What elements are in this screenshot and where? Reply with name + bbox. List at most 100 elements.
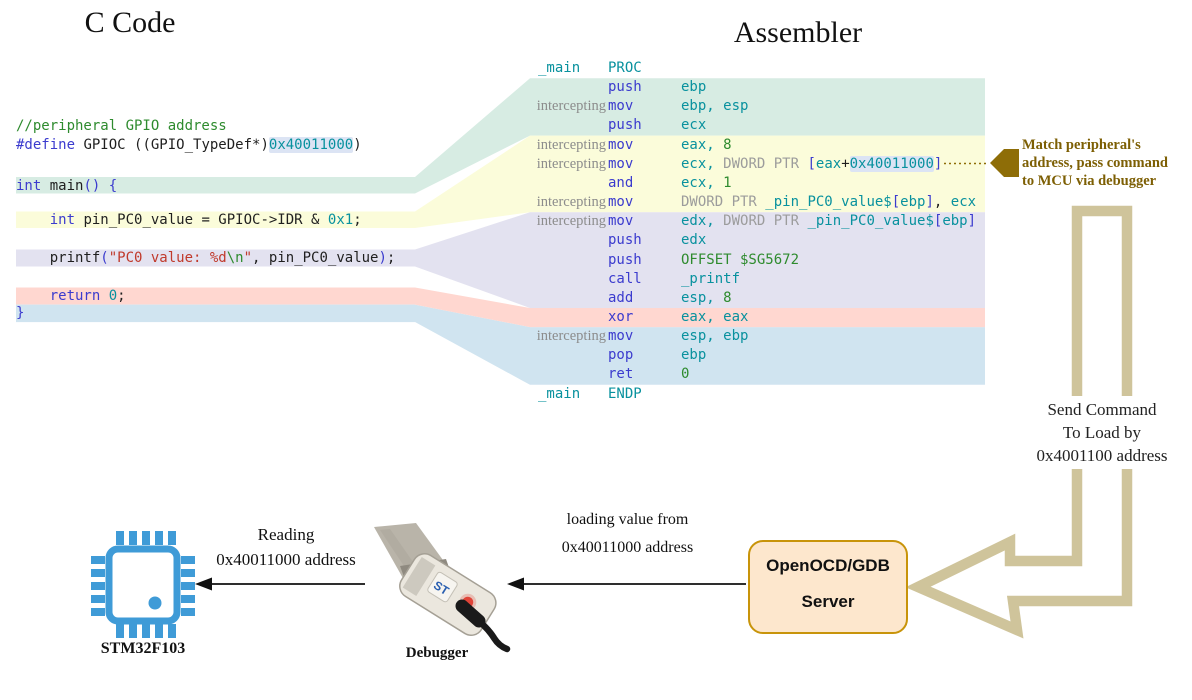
code-token: ( <box>100 249 109 266</box>
code-token: ; <box>117 287 126 304</box>
asm-operands: ebp <box>681 346 706 365</box>
asm-operands: ecx, DWORD PTR [eax+0x40011000] <box>681 155 942 174</box>
code-token: "PC0 value: %d <box>108 249 227 266</box>
asm-code-line: push edx <box>0 231 1192 250</box>
send-command-line: 0x4001100 address <box>1036 446 1168 465</box>
stlink-debugger-image: ST <box>374 523 511 653</box>
intercepting-label: intercepting <box>536 213 606 230</box>
c-code-line: #define GPIOC ((GPIO_TypeDef*)0x40011000… <box>16 137 362 154</box>
code-token: 1 <box>723 174 732 191</box>
c-code-line: printf("PC0 value: %d\n", pin_PC0_value)… <box>16 249 396 267</box>
code-token: eax, eax <box>681 308 749 325</box>
asm-symbol-label: _main <box>538 385 581 402</box>
c-code-line: int main() { <box>16 178 117 195</box>
asm-code-line: push ecx <box>0 116 1192 135</box>
asm-operands: 0 <box>681 365 689 384</box>
code-token: ebp <box>681 347 707 364</box>
asm-mnemonic: xor <box>608 308 634 325</box>
code-token: ecx, <box>681 155 724 172</box>
server-box-line: Server <box>801 592 855 611</box>
code-token: edx <box>681 232 707 249</box>
send-command-annotation: Send Command To Load by 0x4001100 addres… <box>1018 396 1186 469</box>
code-token: pin_PC0_value = GPIOC->IDR & <box>75 211 328 228</box>
code-token: OFFSET $SG5672 <box>681 251 800 268</box>
asm-mnemonic: mov <box>608 136 634 153</box>
code-token: //peripheral GPIO address <box>16 118 227 134</box>
code-token: 8 <box>723 289 732 306</box>
c-code-line: return 0; <box>16 288 126 305</box>
asm-mnemonic: ENDP <box>608 385 642 402</box>
asm-mnemonic: push <box>608 232 642 249</box>
code-token: ; <box>353 211 362 228</box>
asm-code-line: push ebp <box>0 78 1192 97</box>
asm-mnemonic: call <box>608 270 642 287</box>
asm-code-line: intercepting mov DWORD PTR _pin_PC0_value$… <box>0 193 1192 212</box>
asm-operands: ecx, 1 <box>681 174 732 193</box>
asm-mnemonic: mov <box>608 328 634 345</box>
code-token: ecx <box>950 194 977 211</box>
asm-mnemonic: ret <box>608 366 634 383</box>
code-token: , <box>933 194 951 211</box>
asm-code-line: intercepting mov eax, 8 <box>0 136 1192 155</box>
code-token: [ <box>891 194 901 211</box>
asm-mnemonic: mov <box>608 98 634 115</box>
reading-annotation: Reading 0x40011000 address <box>206 522 366 572</box>
code-token: , pin_PC0_value <box>252 249 379 266</box>
mapping-ribbons <box>415 78 985 385</box>
loading-arrow <box>507 577 746 591</box>
code-token: 8 <box>723 136 732 153</box>
openocd-gdb-server-box: OpenOCD/GDB Server <box>748 540 908 634</box>
asm-operands: ebp, esp <box>681 97 748 116</box>
asm-code-line: and ecx, 1 <box>0 174 1192 193</box>
code-token: DWORD PTR <box>723 213 808 230</box>
asm-operands: _printf <box>681 270 740 289</box>
code-token: [ <box>933 213 943 230</box>
asm-code-line: xor eax, eax <box>0 308 1192 327</box>
code-token: int <box>49 211 76 228</box>
asm-code-line: intercepting mov ecx, DWORD PTR [eax+0x400… <box>0 155 1192 174</box>
asm-code-line: _main PROC <box>0 59 1192 78</box>
asm-operands: ecx <box>681 116 706 135</box>
asm-operands: eax, eax <box>681 308 748 327</box>
c-code-line: } <box>16 305 24 322</box>
asm-mnemonic: and <box>608 174 634 191</box>
code-token: ] <box>967 213 977 230</box>
asm-operands: DWORD PTR _pin_PC0_value$[ebp], ecx <box>681 193 976 212</box>
asm-operands: edx, DWORD PTR _pin_PC0_value$[ebp] <box>681 212 976 231</box>
code-token: () { <box>83 177 118 194</box>
assembler-title: Assembler <box>733 16 863 49</box>
asm-operands: esp, 8 <box>681 289 732 308</box>
loading-line: loading value from <box>566 511 689 528</box>
code-token: 0 <box>681 366 690 383</box>
code-token: esp, <box>681 289 724 306</box>
asm-mnemonic: mov <box>608 194 634 211</box>
asm-code-line: push OFFSET $SG5672 <box>0 251 1192 270</box>
code-token: ) <box>378 249 387 266</box>
code-token: + <box>841 155 850 172</box>
mcu-chip-label: STM32F103 <box>100 640 186 657</box>
intercepting-label: intercepting <box>536 194 606 211</box>
code-token: \n <box>226 249 244 266</box>
code-token: eax, <box>681 136 724 153</box>
asm-operands: edx <box>681 231 706 250</box>
code-token: printf <box>16 249 101 266</box>
match-arrowhead-icon <box>990 149 1019 177</box>
code-token: DWORD PTR <box>723 155 808 172</box>
mcu-chip-icon <box>91 531 195 638</box>
asm-code-line: pop ebp <box>0 346 1192 365</box>
code-token: ecx, <box>681 174 724 191</box>
asm-mnemonic: push <box>608 117 642 134</box>
debugger-label: Debugger <box>405 645 469 661</box>
match-annotation-line: Match peripheral's <box>1022 137 1141 153</box>
asm-symbol-label: _main <box>538 60 581 76</box>
code-token: ) <box>353 137 362 153</box>
send-command-line: Send Command <box>1047 400 1157 419</box>
c-row-highlights <box>16 177 415 323</box>
code-token: ebp, esp <box>681 98 749 115</box>
code-token: 0x40011000 <box>849 155 934 172</box>
code-token: DWORD PTR <box>681 194 766 211</box>
code-token: int <box>16 177 42 194</box>
code-token: " <box>243 249 253 266</box>
code-token: edx, <box>681 213 724 230</box>
